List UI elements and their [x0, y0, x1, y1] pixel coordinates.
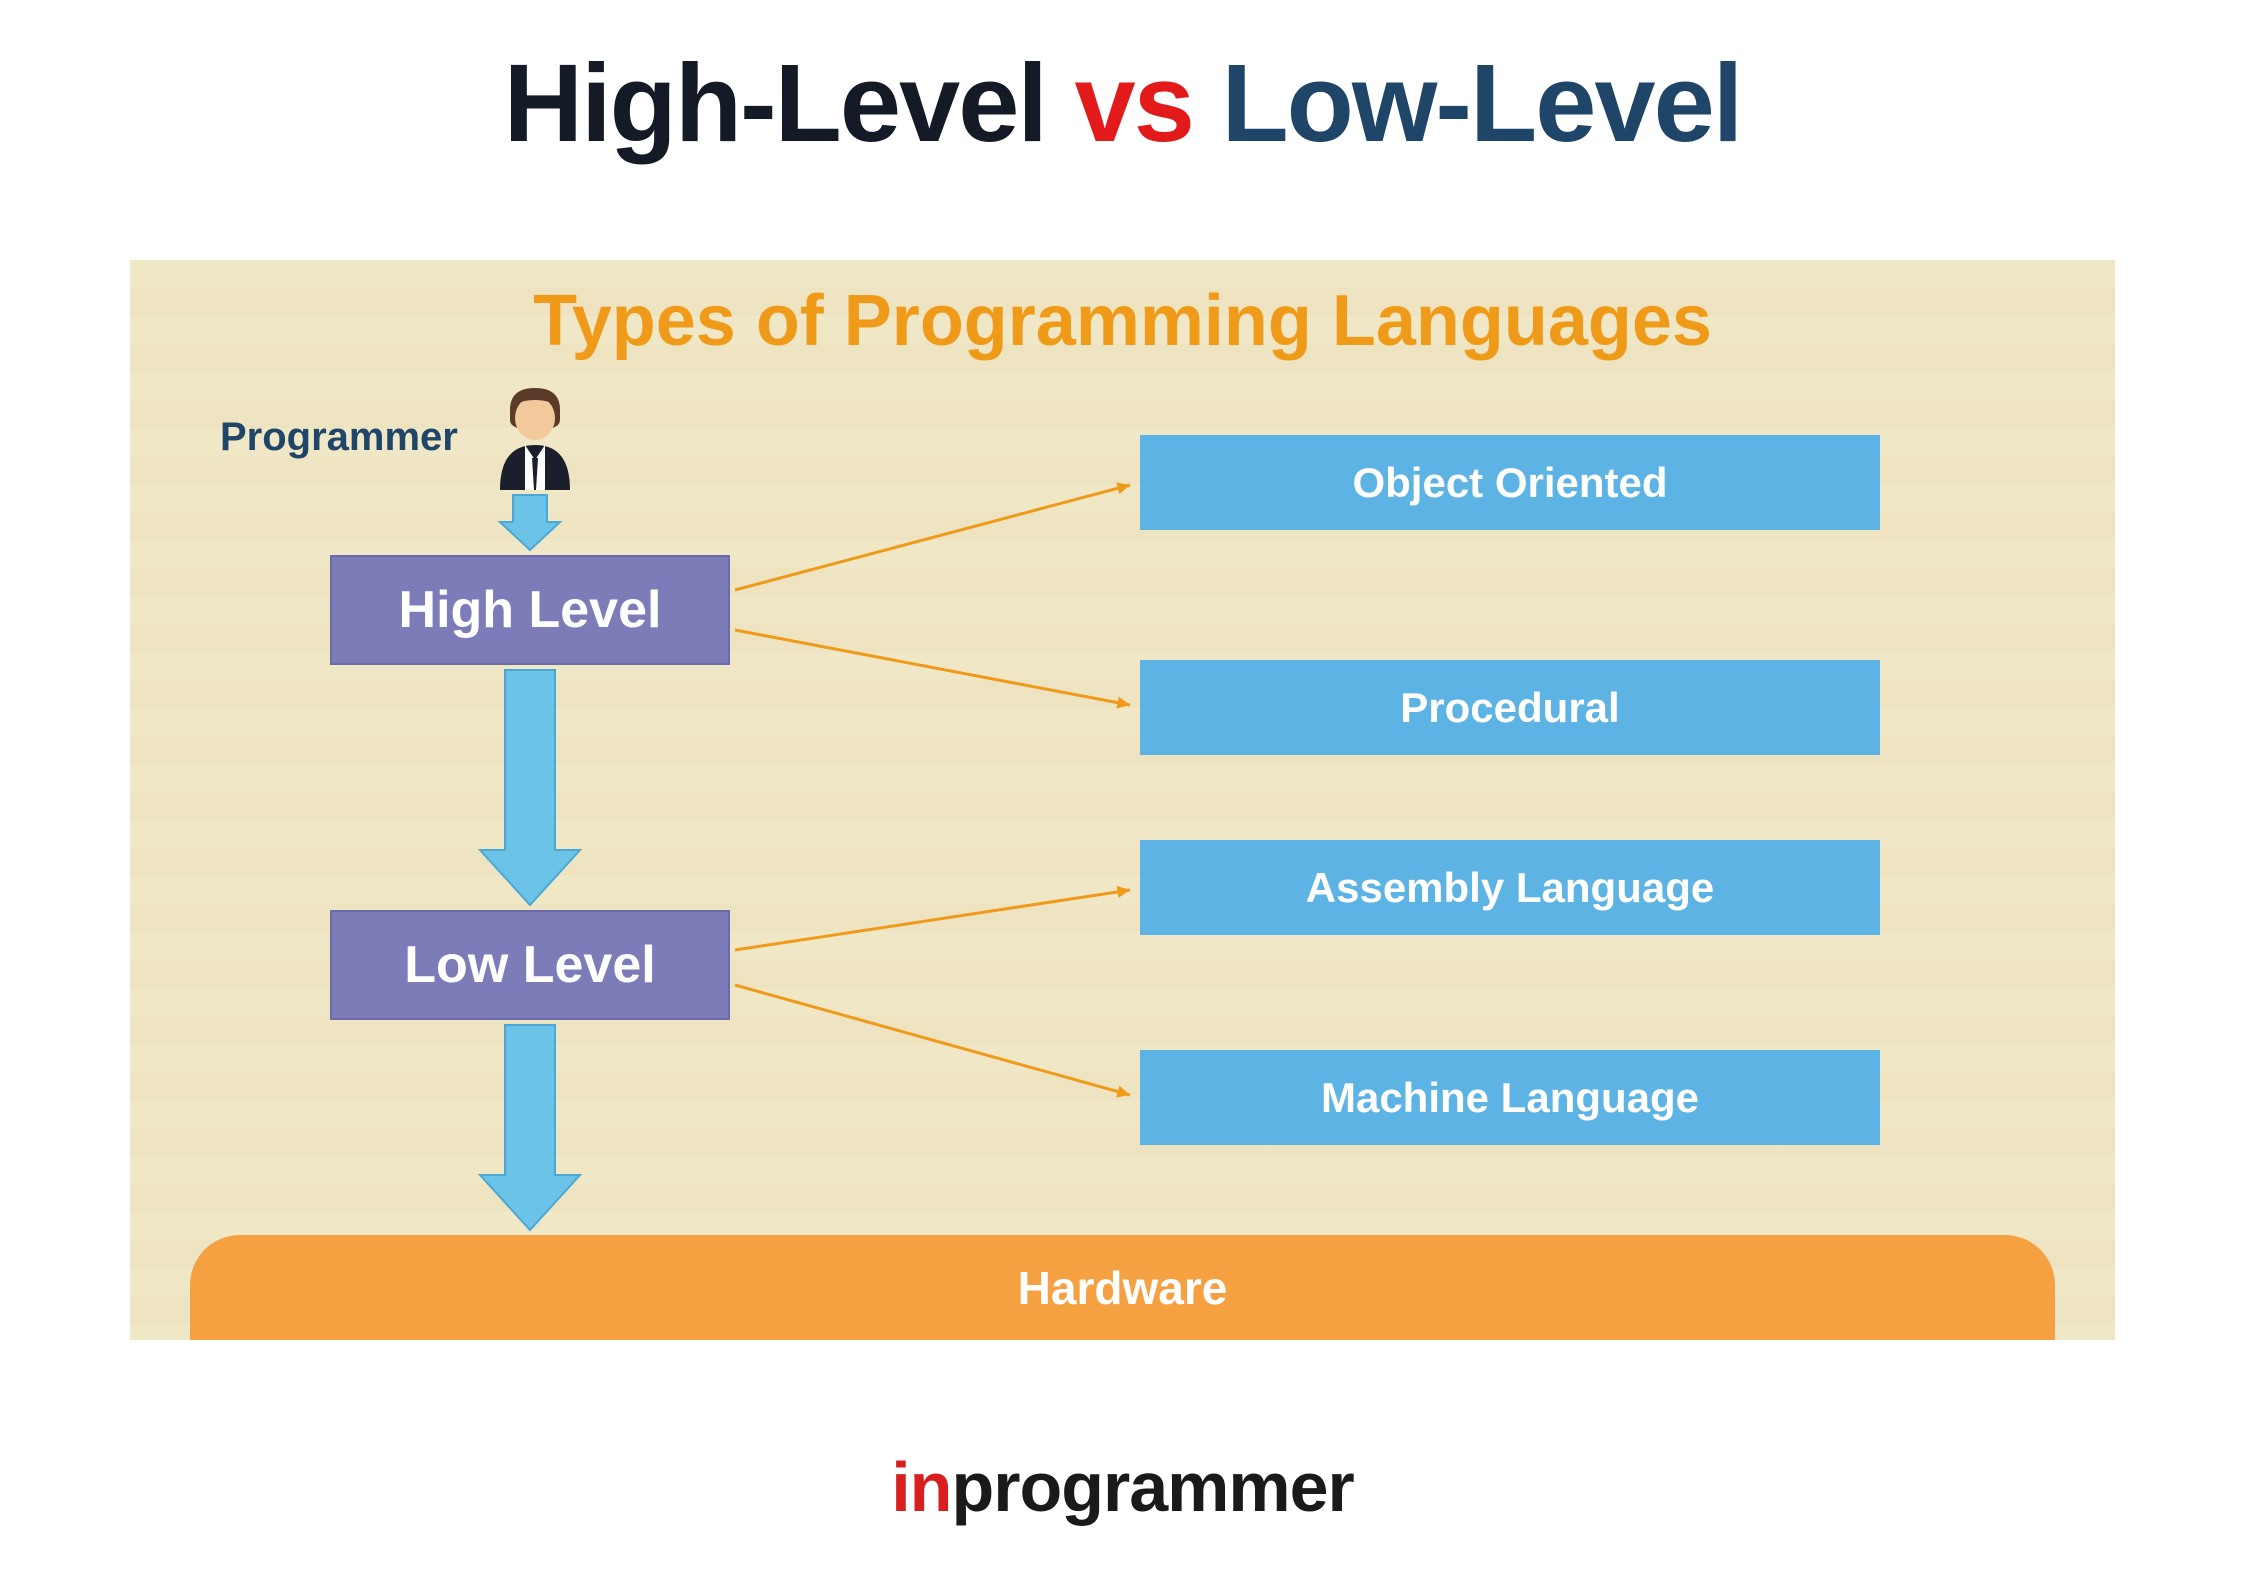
category-box-procedural: Procedural [1140, 660, 1880, 755]
diagram-panel: Types of Programming Languages Programme… [130, 260, 2115, 1340]
category-box-label: Procedural [1400, 684, 1619, 732]
level-box-high: High Level [330, 555, 730, 665]
hardware-label: Hardware [1018, 1261, 1228, 1315]
level-box-low: Low Level [330, 910, 730, 1020]
category-box-machine: Machine Language [1140, 1050, 1880, 1145]
category-box-label: Assembly Language [1306, 864, 1714, 912]
page-title: High-Level vs Low-Level [0, 0, 2245, 167]
category-box-object-oriented: Object Oriented [1140, 435, 1880, 530]
brand-part-programmer: programmer [951, 1448, 1353, 1526]
hardware-bar: Hardware [190, 1235, 2055, 1340]
level-box-label: High Level [399, 580, 662, 640]
arrows-layer [130, 260, 2115, 1340]
title-part-low-level: Low-Level [1221, 42, 1741, 165]
category-box-label: Object Oriented [1352, 459, 1667, 507]
title-part-high-level: High-Level [504, 42, 1046, 165]
category-box-assembly: Assembly Language [1140, 840, 1880, 935]
title-part-vs: vs [1075, 42, 1193, 165]
brand-part-in: in [891, 1448, 951, 1526]
category-box-label: Machine Language [1321, 1074, 1699, 1122]
level-box-label: Low Level [404, 935, 655, 995]
brand-logo: inprogrammer [0, 1447, 2245, 1527]
